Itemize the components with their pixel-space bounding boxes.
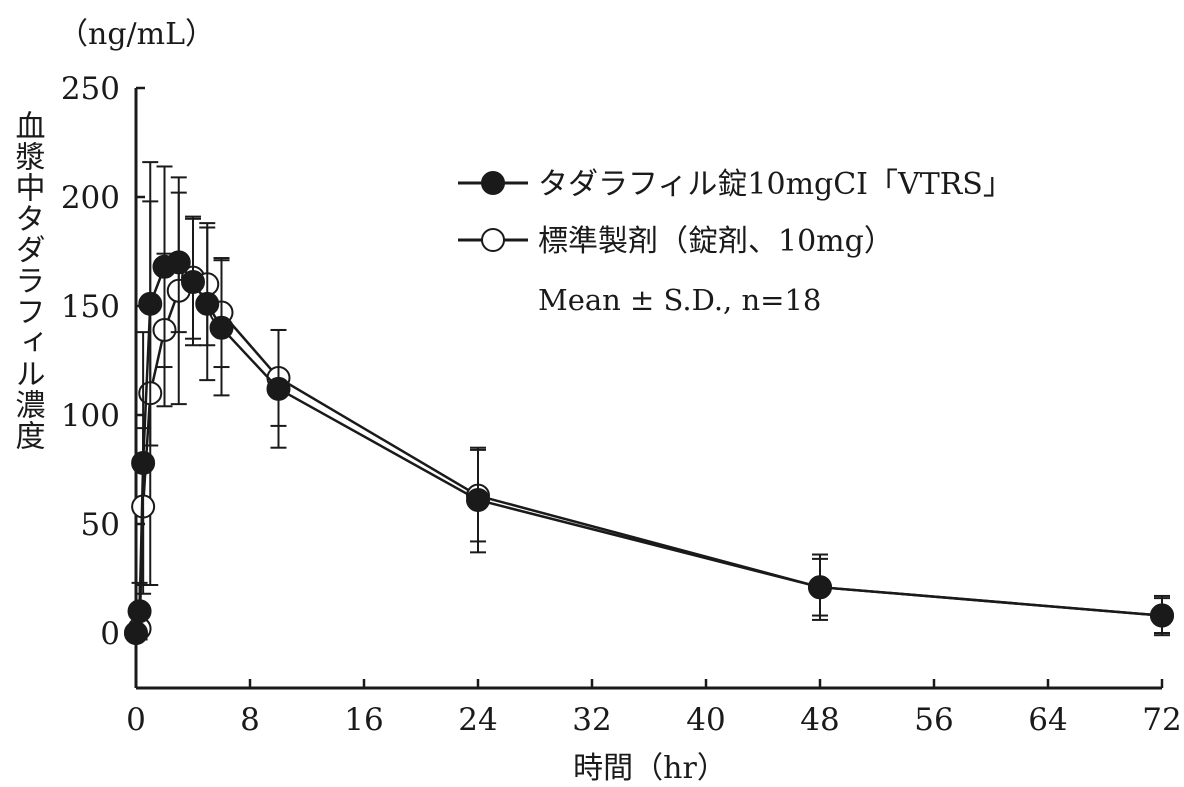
plot-area: [124, 161, 1174, 645]
axes: [134, 88, 1162, 690]
legend-label-test: タダラフィル錠10mgCI「VTRS」: [538, 167, 1013, 202]
series-test: [124, 161, 1174, 645]
y-tick-label: 100: [61, 398, 120, 434]
legend: タダラフィル錠10mgCI「VTRS」 標準製剤（錠剤、10mg） Mean ±…: [458, 167, 1013, 317]
x-tick-label: 8: [240, 702, 260, 738]
y-tick-label: 250: [61, 71, 120, 107]
x-axis-ticks: 0 8 16 24 32 40 48 56 64 72: [126, 679, 1182, 738]
data-point: [1150, 603, 1174, 628]
data-point: [131, 450, 156, 475]
data-point: [138, 291, 163, 316]
legend-marker-reference: [481, 228, 505, 252]
data-point: [808, 575, 832, 600]
data-point: [209, 315, 234, 340]
x-tick-label: 24: [458, 702, 497, 738]
legend-marker-test: [481, 171, 505, 195]
x-tick-label: 56: [914, 702, 953, 738]
legend-note: Mean ± S.D., n=18: [538, 283, 821, 317]
y-tick-label: 0: [100, 616, 120, 652]
series-line: [135, 276, 1163, 634]
data-point: [181, 270, 205, 295]
legend-label-reference: 標準製剤（錠剤、10mg）: [538, 224, 894, 259]
y-tick-label: 50: [81, 507, 120, 543]
x-tick-label: 48: [800, 702, 839, 738]
y-tick-label: 150: [61, 289, 120, 325]
y-tick-label: 200: [61, 180, 120, 216]
x-tick-label: 16: [344, 702, 383, 738]
y-axis-title: 血漿中タダラフィル濃度: [10, 110, 46, 451]
x-tick-label: 40: [686, 702, 725, 738]
y-axis-ticks: 0 50 100 150 200 250: [61, 71, 145, 652]
data-point: [124, 621, 148, 645]
data-point: [266, 376, 291, 401]
data-point: [195, 291, 220, 316]
y-unit-label: （ng/mL）: [58, 17, 215, 52]
series-line: [134, 260, 1163, 634]
data-point: [466, 488, 490, 513]
x-tick-label: 72: [1142, 702, 1181, 738]
x-tick-label: 32: [572, 702, 611, 738]
x-axis-title: 時間（hr）: [573, 751, 727, 786]
data-point: [127, 599, 152, 624]
x-tick-label: 64: [1028, 702, 1067, 738]
x-tick-label: 0: [126, 702, 146, 738]
data-point: [166, 250, 191, 275]
